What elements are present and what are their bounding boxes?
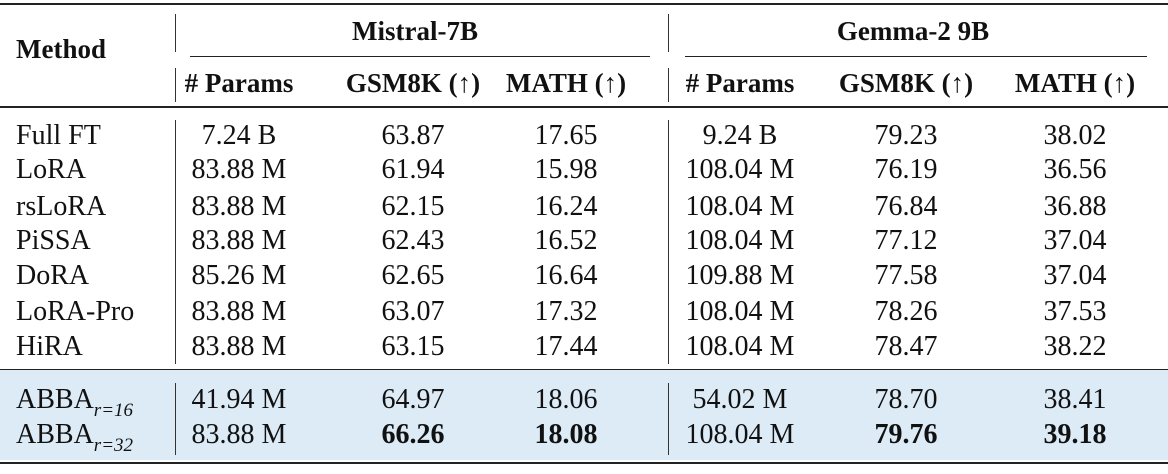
table-cell: 39.18 [1043,419,1107,450]
table-cell: 38.41 [1043,384,1107,415]
column-divider [668,383,669,455]
header-column: GSM8K (↑) [345,68,481,98]
table-cell: 78.70 [874,384,938,415]
table-cell: 78.47 [874,331,938,362]
table-cell: 36.56 [1043,154,1107,185]
table-cell: 108.04 M [685,419,795,450]
abba-subscript: r=16 [93,400,134,421]
column-divider [175,383,176,455]
table-cell: 7.24 B [201,120,277,151]
table-cell: 36.88 [1043,191,1107,222]
table-cell: 66.26 [381,419,445,450]
row-method: LoRA [16,154,86,185]
table-cell: 15.98 [534,154,598,185]
column-divider [175,120,176,364]
table-cell: 37.04 [1043,260,1107,291]
table-cell: 83.88 M [191,191,287,222]
table-cell: 61.94 [381,154,445,185]
header-column: MATH (↑) [1014,68,1136,98]
row-method: Full FT [16,120,101,151]
table-cell: 62.43 [381,225,445,256]
header-method: Method [16,34,106,64]
table-cell: 76.19 [874,154,938,185]
table-cell: 76.84 [874,191,938,222]
table-cell: 77.12 [874,225,938,256]
table-cell: 37.53 [1043,296,1107,327]
column-divider [668,68,669,102]
header-column: GSM8K (↑) [838,68,974,98]
table-cell: 79.23 [874,120,938,151]
row-method: PiSSA [16,225,91,256]
column-divider [668,120,669,364]
header-column: MATH (↑) [505,68,627,98]
abba-label: ABBA [16,384,94,415]
table-cell: 108.04 M [685,225,795,256]
row-method: rsLoRA [16,191,107,222]
abba-separator-rule [0,369,1168,370]
row-method: DoRA [16,260,90,291]
header-group-gemma: Gemma-2 9B [836,16,990,46]
table-cell: 83.88 M [191,154,287,185]
table-cell: 17.44 [534,331,598,362]
row-method-abba: ABBAr=16 [16,383,134,421]
row-method: HiRA [16,331,83,362]
table-cell: 77.58 [874,260,938,291]
table-cell: 79.76 [874,419,938,450]
table-cell: 83.88 M [191,419,287,450]
table-cell: 63.07 [381,296,445,327]
table-cell: 85.26 M [191,260,287,291]
abba-label: ABBA [16,419,94,450]
top-rule [0,3,1168,5]
table-cell: 64.97 [381,384,445,415]
table-cell: 109.88 M [685,260,795,291]
table-cell: 83.88 M [191,225,287,256]
row-method: LoRA-Pro [16,296,135,327]
table-cell: 9.24 B [702,120,778,151]
row-method-abba: ABBAr=32 [16,418,134,456]
table-cell: 78.26 [874,296,938,327]
group-rule-mistral [190,56,650,57]
table-cell: 108.04 M [685,296,795,327]
table-cell: 63.15 [381,331,445,362]
table-cell: 63.87 [381,120,445,151]
table-cell: 83.88 M [191,331,287,362]
header-group-mistral: Mistral-7B [352,16,478,46]
table-cell: 38.22 [1043,331,1107,362]
table-cell: 54.02 M [692,384,788,415]
table-cell: 16.24 [534,191,598,222]
header-column: # Params [685,68,795,98]
column-divider [668,14,669,52]
table-cell: 18.06 [534,384,598,415]
group-rule-gemma [685,56,1147,57]
table-cell: 108.04 M [685,191,795,222]
table-cell: 83.88 M [191,296,287,327]
bottom-rule [0,462,1168,464]
header-bottom-rule [0,106,1168,108]
abba-subscript: r=32 [93,435,134,456]
table-cell: 37.04 [1043,225,1107,256]
table-cell: 41.94 M [191,384,287,415]
table-cell: 62.65 [381,260,445,291]
table-cell: 108.04 M [685,331,795,362]
table-cell: 16.52 [534,225,598,256]
column-divider [175,68,176,102]
table-cell: 62.15 [381,191,445,222]
table-cell: 38.02 [1043,120,1107,151]
table-cell: 16.64 [534,260,598,291]
table-cell: 17.32 [534,296,598,327]
header-column: # Params [184,68,294,98]
table-cell: 18.08 [534,419,598,450]
table-cell: 108.04 M [685,154,795,185]
table-cell: 17.65 [534,120,598,151]
column-divider [175,14,176,52]
abba-highlight-band [0,370,1168,460]
